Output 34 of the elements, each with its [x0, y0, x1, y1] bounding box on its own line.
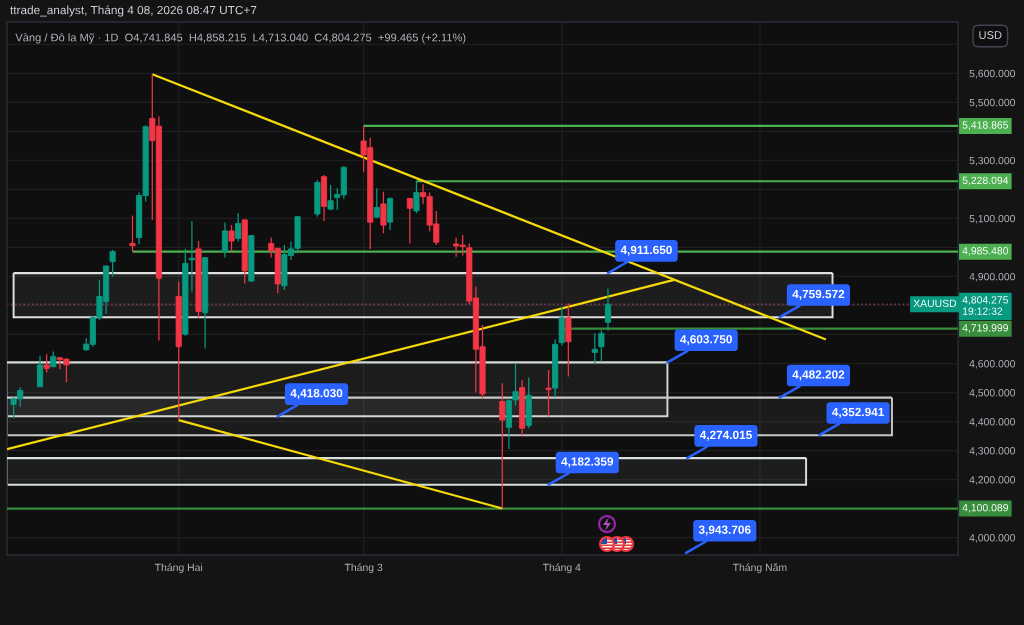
- x-tick-label: Tháng 3: [344, 563, 383, 574]
- y-tick-label: 5,300.000: [969, 156, 1016, 166]
- annotation: 4,911.650: [620, 245, 672, 256]
- text: USD: [979, 31, 1002, 39]
- data-label: 4,100.089: [962, 503, 1009, 513]
- ref-line-label: 4,804.275 19:12:32: [962, 296, 1009, 315]
- annotation: 3,943.706: [698, 525, 751, 536]
- data-label: 5,228.094: [962, 176, 1009, 186]
- data-label: 4,985.480: [962, 247, 1009, 256]
- y-tick-label: 4,500.000: [969, 389, 1016, 398]
- text: XAUUSD: [913, 299, 957, 308]
- y-tick-label: 4,200.000: [969, 476, 1016, 485]
- y-tick-label: 5,100.000: [969, 214, 1016, 224]
- data-label: 5,418.865: [962, 121, 1009, 130]
- y-tick-label: 5,600.000: [969, 69, 1016, 79]
- y-tick-label: 5,500.000: [969, 98, 1016, 108]
- annotation: 4,274.015: [699, 430, 752, 441]
- x-tick-label: Tháng 4: [542, 563, 581, 574]
- y-tick-label: 4,900.000: [969, 272, 1016, 282]
- annotation: 4,482.202: [792, 370, 845, 381]
- annotation: 4,759.572: [792, 289, 845, 300]
- y-tick-label: 4,400.000: [969, 418, 1016, 427]
- data-label: 4,719.999: [962, 324, 1009, 333]
- y-tick-label: 4,600.000: [969, 360, 1016, 369]
- x-tick-label: Tháng Năm: [732, 563, 787, 574]
- annotation: 4,418.030: [290, 388, 343, 400]
- y-tick-label: 4,000.000: [969, 534, 1016, 543]
- text: Vàng / Đô la Mỹ · 1D O4,741.845 H4,858.215 L4,713.040 C4,804.275 +99.465 (+2.11%): [15, 33, 466, 44]
- annotation: 4,603.750: [680, 335, 732, 346]
- y-tick-label: 4,300.000: [969, 447, 1016, 456]
- annotation: 4,352.941: [831, 407, 884, 418]
- x-tick-label: Tháng Hai: [154, 563, 203, 574]
- chart-title: ttrade_analyst, Tháng 4 08, 2026 08:47 UTC+7: [10, 5, 257, 17]
- annotation: 4,182.359: [561, 457, 614, 468]
